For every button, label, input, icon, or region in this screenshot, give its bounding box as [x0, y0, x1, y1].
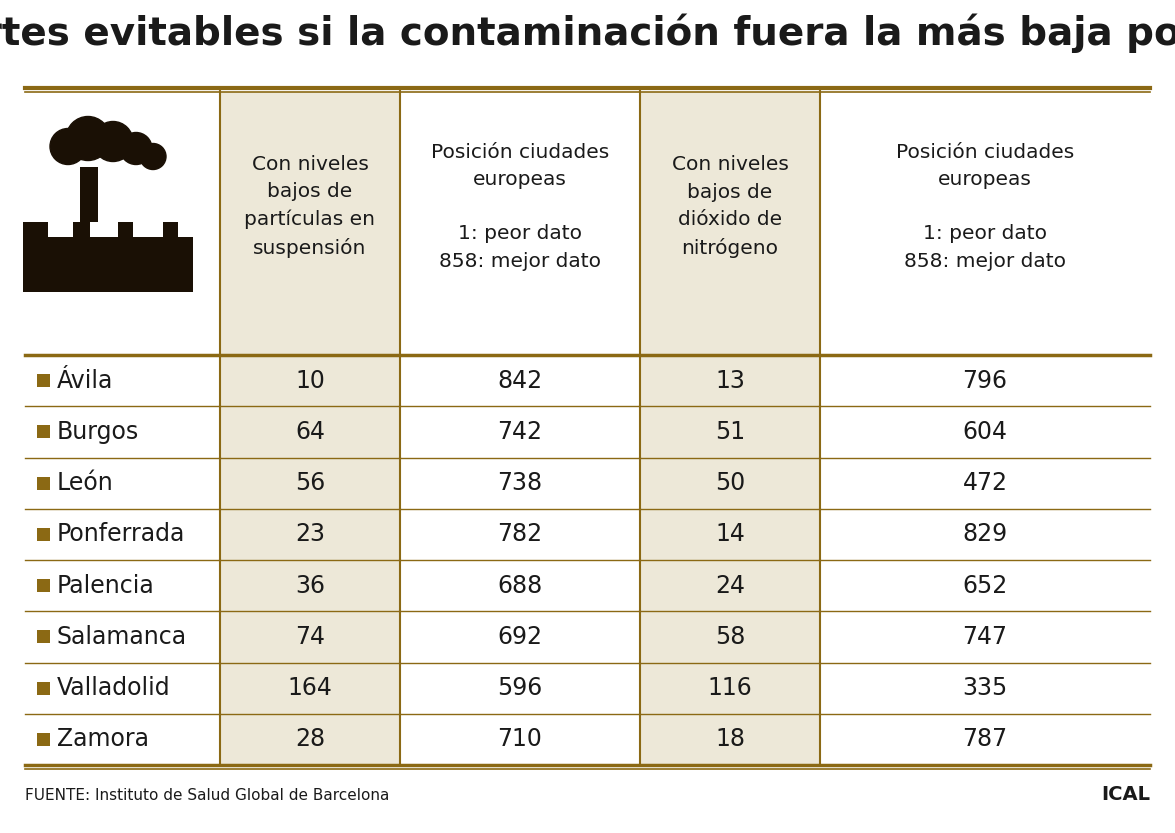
- Bar: [640, 355, 820, 407]
- Text: ICAL: ICAL: [1101, 786, 1150, 805]
- Bar: [640, 457, 820, 509]
- Text: 50: 50: [714, 471, 745, 495]
- Circle shape: [66, 117, 110, 161]
- Bar: [640, 611, 820, 662]
- Bar: [36, 374, 51, 387]
- Bar: [220, 457, 400, 509]
- Text: Con niveles
bajos de
dióxido de
nitrógeno: Con niveles bajos de dióxido de nitrógen…: [672, 155, 788, 257]
- Text: 13: 13: [716, 369, 745, 392]
- Text: 164: 164: [288, 676, 333, 700]
- Text: 747: 747: [962, 625, 1007, 649]
- Circle shape: [93, 122, 133, 162]
- Text: 787: 787: [962, 727, 1008, 751]
- Bar: [36, 528, 51, 541]
- Text: 36: 36: [295, 574, 325, 597]
- Text: 18: 18: [716, 727, 745, 751]
- Bar: [220, 355, 400, 407]
- Text: 692: 692: [497, 625, 543, 649]
- Text: 58: 58: [714, 625, 745, 649]
- Text: 829: 829: [962, 522, 1008, 546]
- Bar: [36, 631, 51, 643]
- Bar: [220, 509, 400, 560]
- Polygon shape: [24, 222, 193, 292]
- Bar: [220, 407, 400, 457]
- Text: Burgos: Burgos: [58, 420, 140, 444]
- Text: 782: 782: [497, 522, 543, 546]
- Bar: [640, 560, 820, 611]
- Text: Palencia: Palencia: [58, 574, 155, 597]
- Text: Con niveles
bajos de
partículas en
suspensión: Con niveles bajos de partículas en suspe…: [244, 155, 376, 258]
- Bar: [640, 662, 820, 714]
- Text: 604: 604: [962, 420, 1007, 444]
- Text: 24: 24: [716, 574, 745, 597]
- Text: 116: 116: [707, 676, 752, 700]
- Text: 652: 652: [962, 574, 1008, 597]
- Text: 23: 23: [295, 522, 325, 546]
- Bar: [640, 509, 820, 560]
- Text: Ávila: Ávila: [58, 369, 113, 392]
- Circle shape: [120, 132, 152, 164]
- Bar: [36, 579, 51, 592]
- Text: Zamora: Zamora: [58, 727, 149, 751]
- Text: 56: 56: [295, 471, 325, 495]
- Text: 51: 51: [714, 420, 745, 444]
- Text: 842: 842: [497, 369, 543, 392]
- Text: 596: 596: [497, 676, 543, 700]
- Bar: [220, 560, 400, 611]
- Text: 28: 28: [295, 727, 325, 751]
- Text: Salamanca: Salamanca: [58, 625, 187, 649]
- Text: 472: 472: [962, 471, 1007, 495]
- Text: Valladolid: Valladolid: [58, 676, 170, 700]
- Text: 335: 335: [962, 676, 1008, 700]
- Text: Posición ciudades
europeas

1: peor dato
858: mejor dato: Posición ciudades europeas 1: peor dato …: [431, 142, 609, 271]
- Text: Ponferrada: Ponferrada: [58, 522, 186, 546]
- Circle shape: [51, 128, 86, 164]
- Text: 10: 10: [295, 369, 325, 392]
- Bar: [36, 733, 51, 746]
- Text: FUENTE: Instituto de Salud Global de Barcelona: FUENTE: Instituto de Salud Global de Bar…: [25, 787, 389, 802]
- Bar: [640, 92, 820, 355]
- Text: 688: 688: [497, 574, 543, 597]
- Text: 742: 742: [497, 420, 543, 444]
- Text: 74: 74: [295, 625, 325, 649]
- Circle shape: [140, 143, 166, 169]
- Bar: [80, 167, 98, 222]
- Bar: [220, 92, 400, 355]
- Text: 796: 796: [962, 369, 1007, 392]
- Bar: [220, 662, 400, 714]
- Bar: [36, 681, 51, 695]
- Text: León: León: [58, 471, 114, 495]
- Bar: [36, 476, 51, 490]
- Bar: [220, 714, 400, 765]
- Text: 738: 738: [497, 471, 543, 495]
- Bar: [640, 407, 820, 457]
- Bar: [640, 714, 820, 765]
- Text: 64: 64: [295, 420, 325, 444]
- Text: 710: 710: [497, 727, 543, 751]
- Bar: [36, 426, 51, 438]
- Text: Posición ciudades
europeas

1: peor dato
858: mejor dato: Posición ciudades europeas 1: peor dato …: [895, 142, 1074, 271]
- Text: Muertes evitables si la contaminación fuera la más baja posible: Muertes evitables si la contaminación fu…: [0, 13, 1175, 52]
- Text: 14: 14: [716, 522, 745, 546]
- Bar: [220, 611, 400, 662]
